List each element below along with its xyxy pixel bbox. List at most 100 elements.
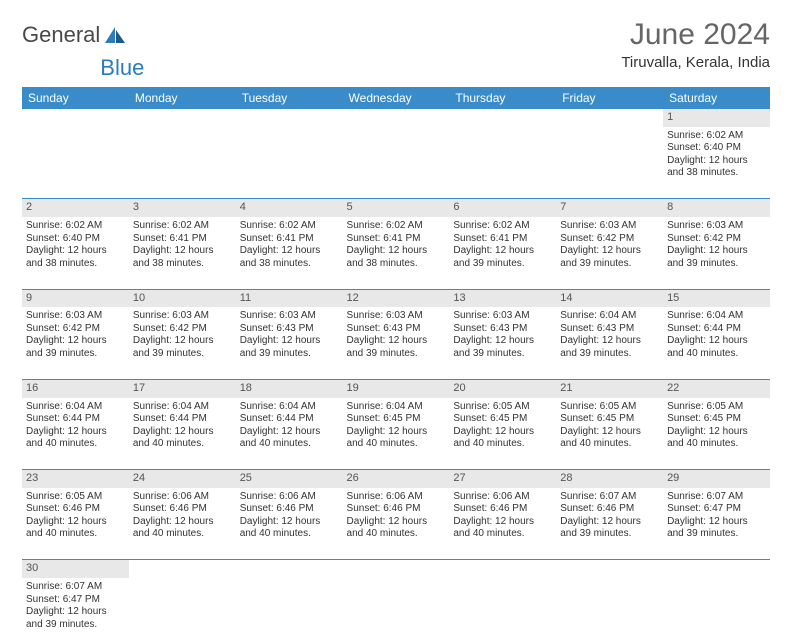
- day-number-row: 1: [22, 109, 770, 127]
- day-cell: [343, 127, 450, 199]
- daylight-text: Daylight: 12 hours: [26, 606, 125, 619]
- daylight-text: Daylight: 12 hours: [667, 245, 766, 258]
- day-content-row: Sunrise: 6:04 AMSunset: 6:44 PMDaylight:…: [22, 398, 770, 470]
- sunset-text: Sunset: 6:45 PM: [667, 413, 766, 426]
- daylight-text: and 39 minutes.: [667, 258, 766, 271]
- daylight-text: Daylight: 12 hours: [26, 245, 125, 258]
- day-number: 5: [343, 199, 450, 217]
- day-cell: Sunrise: 6:03 AMSunset: 6:43 PMDaylight:…: [343, 307, 450, 379]
- sunrise-text: Sunrise: 6:05 AM: [560, 401, 659, 414]
- daylight-text: and 40 minutes.: [667, 348, 766, 361]
- day-number: 1: [663, 109, 770, 127]
- sunrise-text: Sunrise: 6:06 AM: [133, 491, 232, 504]
- day-number: [343, 560, 450, 578]
- day-number: 15: [663, 289, 770, 307]
- month-title: June 2024: [621, 18, 770, 52]
- sunrise-text: Sunrise: 6:06 AM: [453, 491, 552, 504]
- day-cell: Sunrise: 6:04 AMSunset: 6:44 PMDaylight:…: [663, 307, 770, 379]
- day-cell: [556, 127, 663, 199]
- daylight-text: Daylight: 12 hours: [347, 245, 446, 258]
- daylight-text: and 40 minutes.: [240, 528, 339, 541]
- day-cell: Sunrise: 6:04 AMSunset: 6:43 PMDaylight:…: [556, 307, 663, 379]
- day-number: 11: [236, 289, 343, 307]
- day-number: 25: [236, 470, 343, 488]
- daylight-text: Daylight: 12 hours: [133, 335, 232, 348]
- daylight-text: Daylight: 12 hours: [347, 335, 446, 348]
- day-number: 19: [343, 379, 450, 397]
- daylight-text: and 40 minutes.: [667, 438, 766, 451]
- daylight-text: and 40 minutes.: [133, 528, 232, 541]
- day-number: 9: [22, 289, 129, 307]
- sunset-text: Sunset: 6:42 PM: [26, 323, 125, 336]
- daylight-text: and 38 minutes.: [347, 258, 446, 271]
- sunrise-text: Sunrise: 6:07 AM: [26, 581, 125, 594]
- daylight-text: Daylight: 12 hours: [667, 426, 766, 439]
- weekday-header: Friday: [556, 87, 663, 109]
- daylight-text: and 38 minutes.: [26, 258, 125, 271]
- sunrise-text: Sunrise: 6:04 AM: [347, 401, 446, 414]
- daylight-text: and 40 minutes.: [240, 438, 339, 451]
- sunset-text: Sunset: 6:41 PM: [453, 233, 552, 246]
- sunrise-text: Sunrise: 6:07 AM: [560, 491, 659, 504]
- sunset-text: Sunset: 6:44 PM: [667, 323, 766, 336]
- sunrise-text: Sunrise: 6:04 AM: [133, 401, 232, 414]
- daylight-text: and 39 minutes.: [453, 258, 552, 271]
- calendar-table: Sunday Monday Tuesday Wednesday Thursday…: [22, 87, 770, 636]
- weekday-header: Sunday: [22, 87, 129, 109]
- day-number: 17: [129, 379, 236, 397]
- daylight-text: Daylight: 12 hours: [453, 516, 552, 529]
- day-number: 10: [129, 289, 236, 307]
- day-number: [663, 560, 770, 578]
- sunrise-text: Sunrise: 6:05 AM: [453, 401, 552, 414]
- daylight-text: and 40 minutes.: [26, 528, 125, 541]
- day-cell: Sunrise: 6:03 AMSunset: 6:42 PMDaylight:…: [556, 217, 663, 289]
- day-cell: Sunrise: 6:05 AMSunset: 6:45 PMDaylight:…: [556, 398, 663, 470]
- sunrise-text: Sunrise: 6:03 AM: [453, 310, 552, 323]
- day-number: 26: [343, 470, 450, 488]
- sunset-text: Sunset: 6:41 PM: [133, 233, 232, 246]
- daylight-text: and 38 minutes.: [133, 258, 232, 271]
- sunset-text: Sunset: 6:46 PM: [560, 503, 659, 516]
- day-cell: Sunrise: 6:06 AMSunset: 6:46 PMDaylight:…: [343, 488, 450, 560]
- day-number: 22: [663, 379, 770, 397]
- day-number: 7: [556, 199, 663, 217]
- sunrise-text: Sunrise: 6:04 AM: [667, 310, 766, 323]
- sunrise-text: Sunrise: 6:02 AM: [240, 220, 339, 233]
- day-cell: Sunrise: 6:02 AMSunset: 6:40 PMDaylight:…: [663, 127, 770, 199]
- day-number-row: 16171819202122: [22, 379, 770, 397]
- day-cell: Sunrise: 6:06 AMSunset: 6:46 PMDaylight:…: [236, 488, 343, 560]
- day-cell: Sunrise: 6:03 AMSunset: 6:42 PMDaylight:…: [22, 307, 129, 379]
- day-number-row: 9101112131415: [22, 289, 770, 307]
- sunrise-text: Sunrise: 6:02 AM: [667, 130, 766, 143]
- day-number: 8: [663, 199, 770, 217]
- day-cell: [449, 578, 556, 636]
- sunset-text: Sunset: 6:43 PM: [240, 323, 339, 336]
- daylight-text: and 40 minutes.: [133, 438, 232, 451]
- day-content-row: Sunrise: 6:02 AMSunset: 6:40 PMDaylight:…: [22, 217, 770, 289]
- daylight-text: Daylight: 12 hours: [560, 426, 659, 439]
- daylight-text: Daylight: 12 hours: [240, 335, 339, 348]
- daylight-text: and 39 minutes.: [560, 348, 659, 361]
- sunset-text: Sunset: 6:43 PM: [453, 323, 552, 336]
- weekday-header: Monday: [129, 87, 236, 109]
- day-cell: Sunrise: 6:04 AMSunset: 6:45 PMDaylight:…: [343, 398, 450, 470]
- sunset-text: Sunset: 6:40 PM: [667, 142, 766, 155]
- daylight-text: Daylight: 12 hours: [347, 426, 446, 439]
- sunset-text: Sunset: 6:46 PM: [133, 503, 232, 516]
- day-cell: [449, 127, 556, 199]
- day-cell: Sunrise: 6:03 AMSunset: 6:43 PMDaylight:…: [236, 307, 343, 379]
- sunrise-text: Sunrise: 6:04 AM: [26, 401, 125, 414]
- daylight-text: Daylight: 12 hours: [560, 245, 659, 258]
- day-cell: [129, 578, 236, 636]
- day-number: 13: [449, 289, 556, 307]
- sunrise-text: Sunrise: 6:02 AM: [453, 220, 552, 233]
- day-number: 16: [22, 379, 129, 397]
- daylight-text: Daylight: 12 hours: [240, 426, 339, 439]
- daylight-text: and 40 minutes.: [347, 438, 446, 451]
- daylight-text: and 40 minutes.: [453, 438, 552, 451]
- daylight-text: Daylight: 12 hours: [26, 426, 125, 439]
- day-number: [556, 560, 663, 578]
- day-number: 30: [22, 560, 129, 578]
- day-cell: [343, 578, 450, 636]
- day-cell: [22, 127, 129, 199]
